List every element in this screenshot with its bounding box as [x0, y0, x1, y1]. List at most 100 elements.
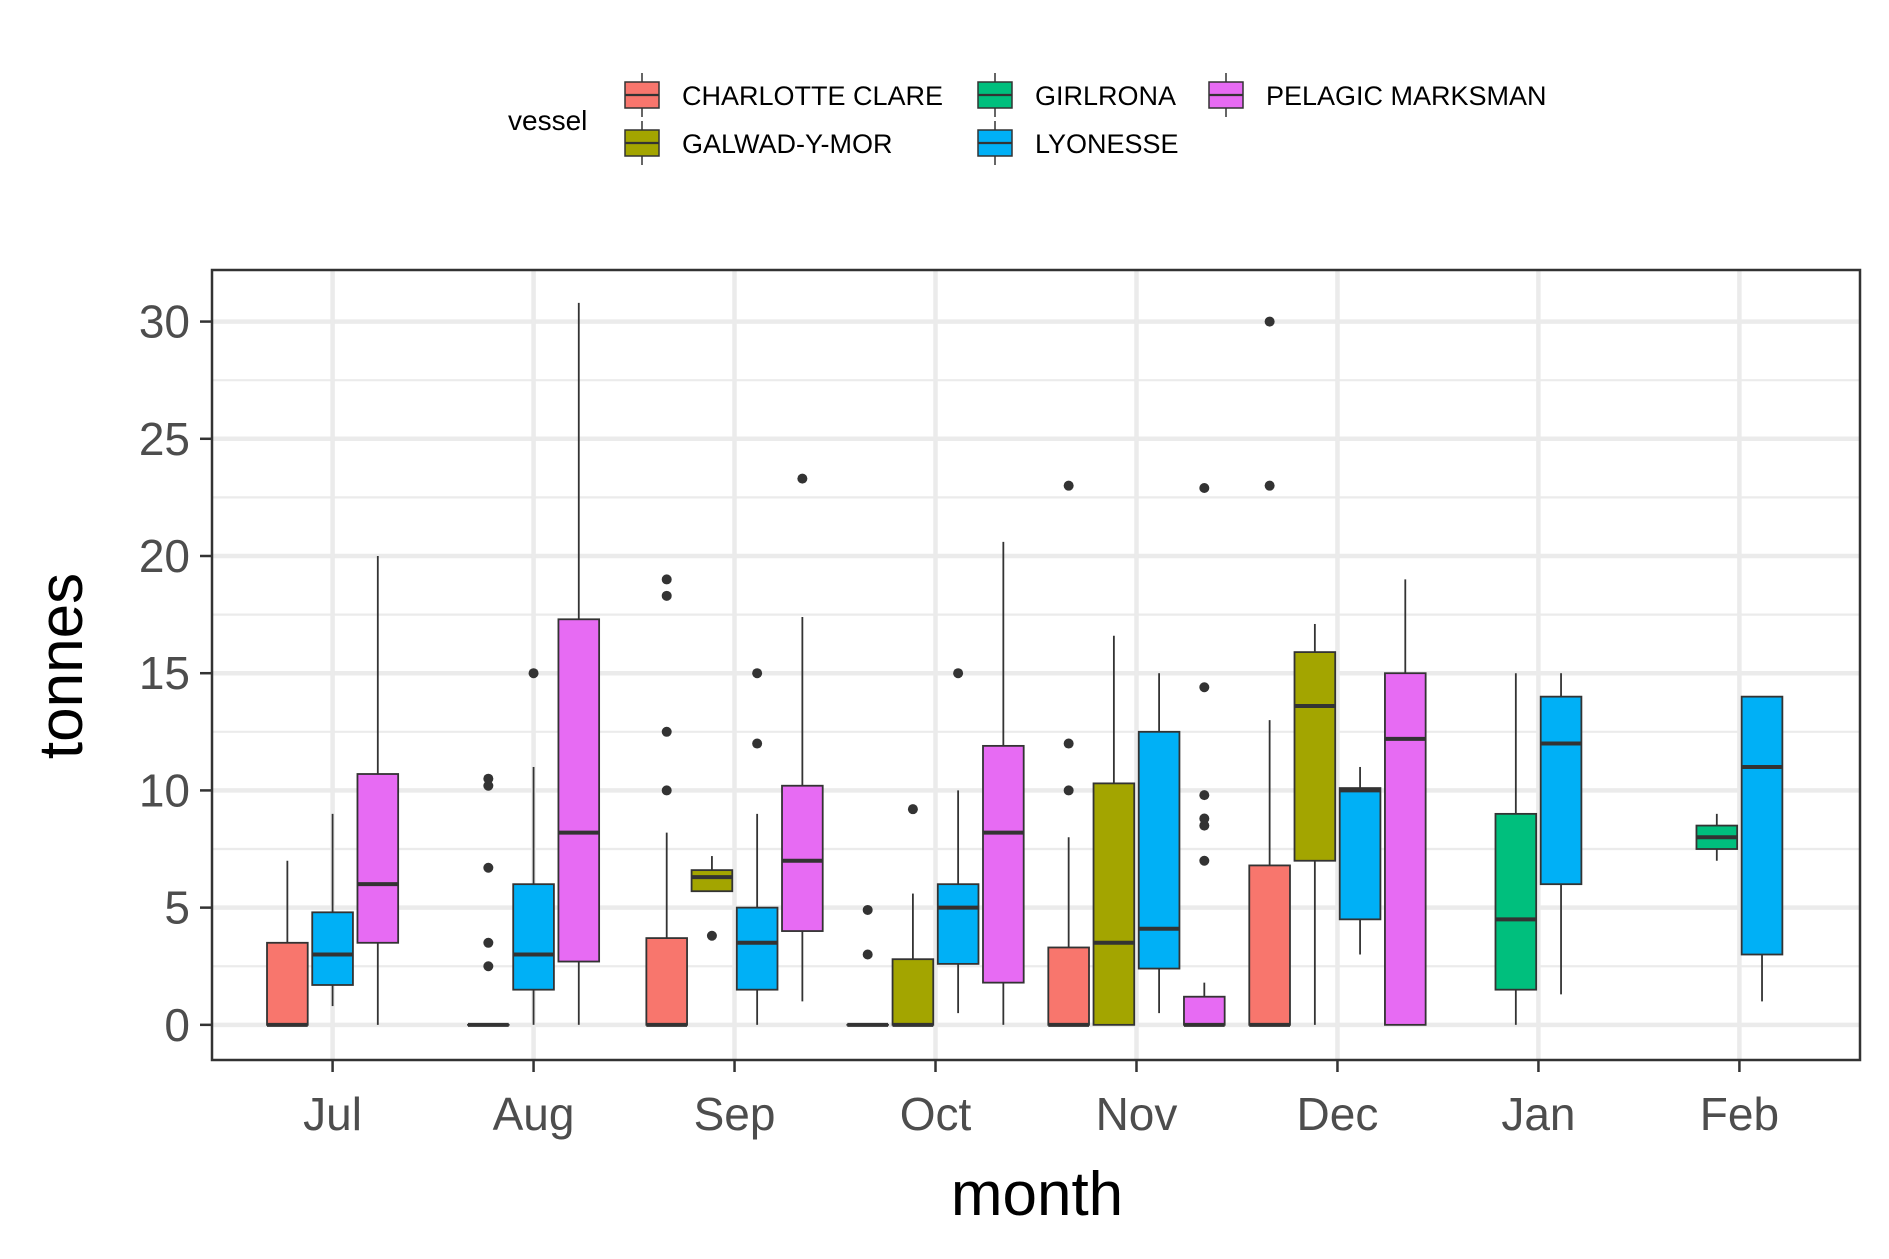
- box-iqr: [311, 911, 354, 986]
- box-jul-pelagic-marksman: [356, 555, 400, 1025]
- outlier-point: [661, 574, 672, 585]
- outlier-point: [1199, 682, 1210, 693]
- x-axis-title: month: [951, 1160, 1123, 1229]
- box-jul-charlotte-clare: [266, 860, 309, 1027]
- outlier-point: [907, 804, 918, 815]
- outlier-point: [1199, 820, 1210, 831]
- outlier-point: [1199, 813, 1210, 824]
- box-nov-charlotte-clare: [1047, 480, 1090, 1027]
- box-aug-charlotte-clare: [467, 773, 510, 1027]
- outlier-point: [1199, 483, 1210, 494]
- box-sep-lyonesse: [735, 668, 779, 1025]
- legend-item-lyonesse: LYONESSE: [977, 121, 1179, 165]
- legend-label: GIRLRONA: [1035, 81, 1176, 111]
- box-iqr: [1384, 672, 1427, 1026]
- outlier-point: [483, 780, 494, 791]
- box-iqr: [1248, 864, 1291, 1026]
- box-iqr: [512, 883, 555, 991]
- outlier-point: [1199, 790, 1210, 801]
- box-nov-lyonesse: [1137, 673, 1181, 1014]
- outlier-point: [483, 773, 494, 784]
- box-feb-lyonesse: [1740, 695, 1784, 1002]
- box-iqr: [690, 869, 734, 893]
- outlier-point: [483, 937, 494, 948]
- box-iqr: [356, 773, 400, 944]
- y-tick-label: 10: [139, 764, 190, 816]
- legend: vessel CHARLOTTE CLARE GALWAD-Y-MOR GIRLRO…: [508, 73, 1547, 165]
- outlier-point: [706, 930, 717, 941]
- box-aug-lyonesse: [512, 668, 555, 1025]
- outlier-point: [661, 590, 672, 601]
- box-iqr: [781, 784, 824, 932]
- y-axis-title: tonnes: [27, 573, 96, 759]
- x-tick-label: Oct: [900, 1088, 972, 1140]
- box-iqr: [1183, 995, 1226, 1026]
- box-dec-charlotte-clare: [1248, 316, 1291, 1027]
- legend-item-pelagic-marksman: PELAGIC MARKSMAN: [1208, 73, 1547, 117]
- box-jan-girlrona: [1494, 673, 1538, 1025]
- gridlines: [212, 270, 1860, 1060]
- x-tick-label: Nov: [1096, 1088, 1178, 1140]
- box-oct-galwad-y-mor: [891, 804, 935, 1027]
- outlier-point: [752, 738, 763, 749]
- outlier-point: [1264, 316, 1275, 327]
- outlier-point: [483, 862, 494, 873]
- outlier-point: [953, 668, 964, 679]
- outlier-point: [862, 949, 873, 960]
- x-tick-label: Dec: [1297, 1088, 1379, 1140]
- box-oct-charlotte-clare: [846, 904, 889, 1027]
- plot-area: 0 5 10 15 20 25 30 Jul Aug Sep Oct Nov Dec Jan Feb: [139, 268, 1862, 1140]
- box-dec-galwad-y-mor: [1293, 623, 1337, 1025]
- legend-item-galwad-y-mor: GALWAD-Y-MOR: [624, 121, 893, 165]
- y-tick-label: 30: [139, 296, 190, 348]
- outlier-point: [1199, 855, 1210, 866]
- box-jan-lyonesse: [1539, 673, 1583, 995]
- y-tick-label: 15: [139, 647, 190, 699]
- outlier-point: [1063, 785, 1074, 796]
- box-iqr: [1740, 695, 1784, 956]
- panel-background: [212, 270, 1860, 1060]
- x-axis: Jul Aug Sep Oct Nov Dec Jan Feb: [303, 1060, 1779, 1140]
- box-iqr: [1047, 946, 1090, 1026]
- legend-label: LYONESSE: [1035, 129, 1179, 159]
- box-jul-lyonesse: [311, 813, 354, 1007]
- outlier-point: [752, 668, 763, 679]
- box-iqr: [1293, 651, 1337, 862]
- box-aug-pelagic-marksman: [557, 302, 601, 1025]
- x-tick-label: Feb: [1700, 1088, 1779, 1140]
- legend-label: PELAGIC MARKSMAN: [1266, 81, 1547, 111]
- x-tick-label: Sep: [694, 1088, 776, 1140]
- box-sep-charlotte-clare: [645, 574, 688, 1027]
- outlier-point: [661, 785, 672, 796]
- legend-items: CHARLOTTE CLARE GALWAD-Y-MOR GIRLRONA LYONE…: [624, 73, 1547, 165]
- x-tick-label: Aug: [493, 1088, 575, 1140]
- outlier-point: [1264, 480, 1275, 491]
- y-tick-label: 0: [164, 999, 190, 1051]
- box-oct-pelagic-marksman: [982, 541, 1025, 1025]
- box-iqr: [982, 744, 1025, 984]
- legend-title: vessel: [508, 105, 587, 136]
- x-tick-label: Jan: [1501, 1088, 1575, 1140]
- x-tick-label: Jul: [303, 1088, 362, 1140]
- legend-item-charlotte-clare: CHARLOTTE CLARE: [624, 73, 943, 117]
- box-iqr: [266, 941, 309, 1026]
- box-sep-pelagic-marksman: [781, 473, 824, 1002]
- box-feb-girlrona: [1695, 813, 1739, 861]
- box-iqr: [1338, 787, 1382, 921]
- box-dec-pelagic-marksman: [1384, 579, 1427, 1026]
- legend-label: GALWAD-Y-MOR: [682, 129, 893, 159]
- y-tick-label: 5: [164, 882, 190, 934]
- panel-border: [210, 268, 1862, 1062]
- legend-label: CHARLOTTE CLARE: [682, 81, 943, 111]
- box-iqr: [891, 958, 935, 1026]
- box-nov-pelagic-marksman: [1183, 483, 1226, 1027]
- box-iqr: [936, 883, 980, 965]
- box-dec-lyonesse: [1338, 766, 1382, 955]
- outlier-point: [528, 668, 539, 679]
- box-nov-galwad-y-mor: [1092, 635, 1136, 1026]
- box-iqr: [735, 906, 779, 991]
- y-axis: 0 5 10 15 20 25 30: [139, 296, 212, 1051]
- legend-item-girlrona: GIRLRONA: [977, 73, 1176, 117]
- outlier-point: [797, 473, 808, 484]
